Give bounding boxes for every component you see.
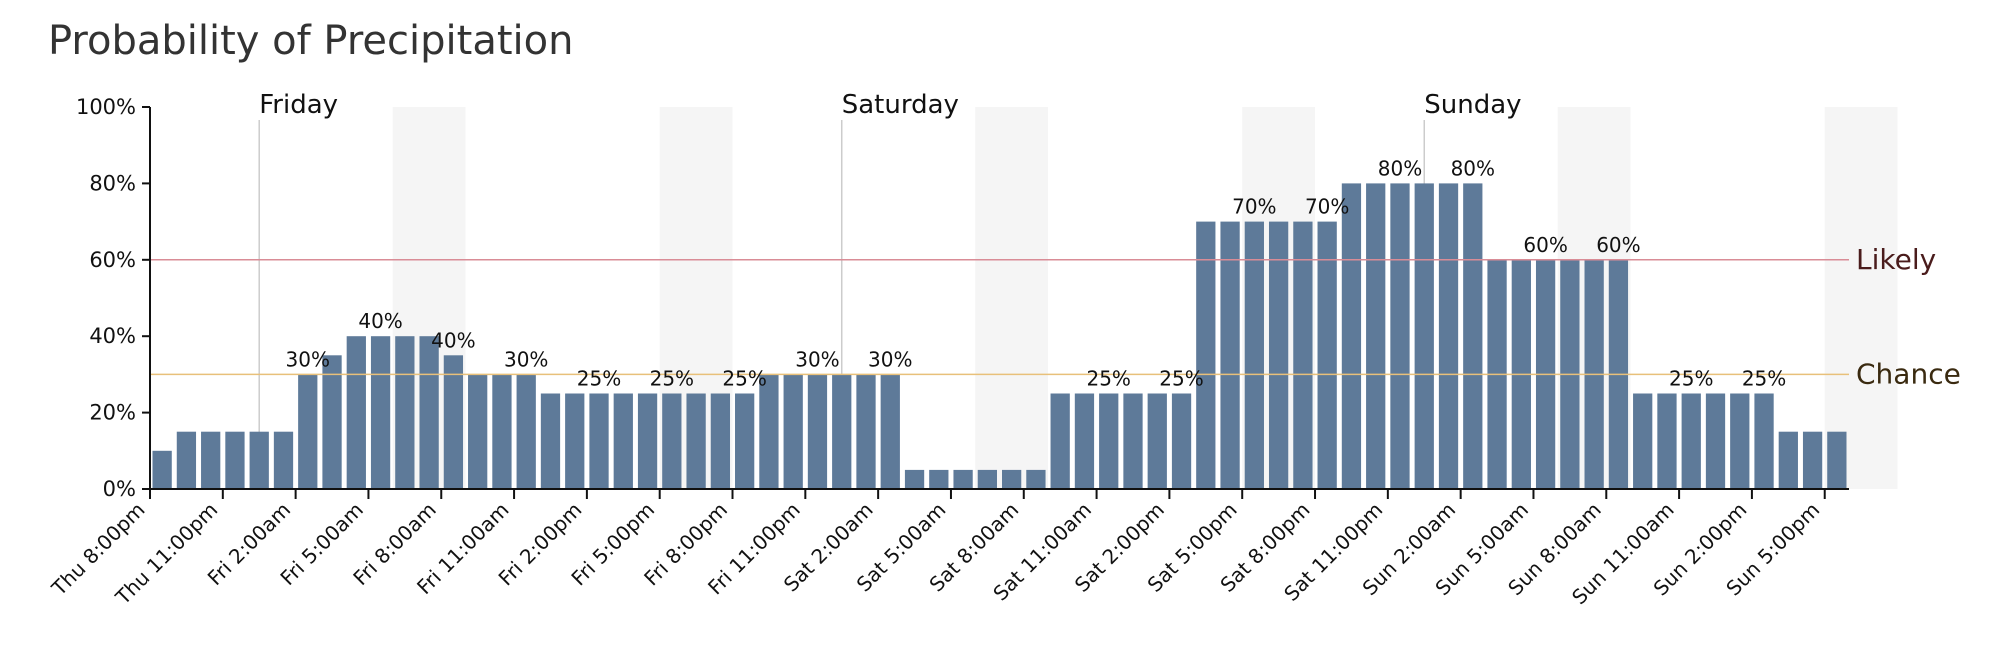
value-label-0: 30%	[286, 347, 330, 371]
bar-9	[370, 336, 391, 489]
bar-1	[176, 431, 197, 489]
bar-61	[1633, 393, 1653, 489]
value-label-2: 40%	[431, 328, 475, 352]
bar-53	[1438, 183, 1459, 489]
bar-19	[613, 393, 633, 489]
bar-48	[1317, 221, 1337, 489]
bar-0	[152, 450, 172, 489]
bar-67	[1778, 431, 1798, 489]
bar-42	[1171, 393, 1192, 489]
bar-62	[1657, 393, 1677, 489]
bar-15	[516, 374, 536, 489]
bar-44	[1220, 221, 1240, 489]
y-tick-label-1: 20%	[89, 401, 136, 425]
value-label-1: 40%	[358, 309, 402, 333]
y-tick-label-4: 80%	[89, 171, 136, 195]
bar-18	[589, 393, 609, 489]
day-marker-label-0: Friday	[259, 90, 338, 120]
y-tick-label-5: 100%	[76, 95, 136, 119]
bar-28	[832, 374, 852, 489]
bar-64	[1705, 393, 1726, 489]
bar-38	[1074, 393, 1095, 489]
value-label-13: 80%	[1378, 156, 1422, 180]
value-label-8: 30%	[868, 347, 912, 371]
bar-14	[492, 374, 512, 489]
value-label-4: 25%	[577, 367, 621, 391]
bar-26	[783, 374, 803, 489]
bar-41	[1147, 393, 1167, 489]
bar-54	[1463, 183, 1483, 489]
bar-6	[298, 374, 318, 489]
y-tick-label-3: 60%	[89, 248, 136, 272]
value-label-7: 30%	[795, 347, 839, 371]
bar-43	[1196, 221, 1216, 489]
value-label-17: 25%	[1669, 367, 1713, 391]
bar-63	[1681, 393, 1701, 489]
value-label-9: 25%	[1086, 367, 1130, 391]
bar-65	[1730, 393, 1750, 489]
bar-46	[1268, 221, 1289, 489]
bar-21	[662, 393, 682, 489]
bar-45	[1244, 221, 1264, 489]
bar-30	[880, 374, 900, 489]
bar-20	[637, 393, 658, 489]
threshold-label-chance: Chance	[1856, 357, 1961, 390]
bar-31	[904, 469, 925, 489]
bar-2	[201, 431, 221, 489]
bar-40	[1123, 393, 1143, 489]
value-label-12: 70%	[1305, 195, 1349, 219]
value-label-14: 80%	[1451, 156, 1495, 180]
bar-36	[1026, 469, 1046, 489]
bar-23	[710, 393, 731, 489]
value-label-18: 25%	[1742, 367, 1786, 391]
bar-25	[759, 374, 779, 489]
y-tick-label-0: 0%	[103, 477, 136, 501]
bar-32	[929, 469, 949, 489]
y-tick-label-2: 40%	[89, 324, 136, 348]
bar-34	[977, 469, 997, 489]
night-band-2	[975, 107, 1049, 489]
bar-27	[807, 374, 828, 489]
bar-69	[1827, 431, 1847, 489]
bar-10	[395, 336, 415, 489]
value-label-6: 25%	[722, 367, 766, 391]
threshold-label-likely: Likely	[1856, 243, 1936, 276]
chart-title: Probability of Precipitation	[48, 18, 574, 64]
bar-66	[1754, 393, 1774, 489]
bar-3	[225, 431, 245, 489]
bar-68	[1802, 431, 1823, 489]
bar-13	[468, 374, 488, 489]
bar-47	[1293, 221, 1313, 489]
bar-37	[1050, 393, 1070, 489]
day-marker-label-2: Sunday	[1424, 90, 1521, 120]
bar-5	[273, 431, 294, 489]
bar-7	[322, 355, 342, 489]
bar-52	[1414, 183, 1434, 489]
bar-49	[1341, 183, 1362, 489]
bar-33	[953, 469, 973, 489]
bar-12	[443, 355, 464, 489]
bar-24	[735, 393, 755, 489]
bar-11	[419, 336, 439, 489]
day-marker-label-1: Saturday	[842, 90, 959, 120]
value-label-3: 30%	[504, 347, 548, 371]
value-label-15: 60%	[1523, 233, 1567, 257]
value-label-11: 70%	[1232, 195, 1276, 219]
bar-4	[249, 431, 269, 489]
bar-8	[346, 336, 366, 489]
value-label-5: 25%	[650, 367, 694, 391]
bar-16	[540, 393, 561, 489]
night-band-5	[1824, 107, 1898, 489]
bar-35	[1002, 469, 1022, 489]
bar-17	[565, 393, 585, 489]
bar-50	[1366, 183, 1386, 489]
bar-22	[686, 393, 706, 489]
value-label-16: 60%	[1596, 233, 1640, 257]
bar-29	[856, 374, 876, 489]
bar-39	[1099, 393, 1119, 489]
value-label-10: 25%	[1159, 367, 1203, 391]
bar-51	[1390, 183, 1410, 489]
